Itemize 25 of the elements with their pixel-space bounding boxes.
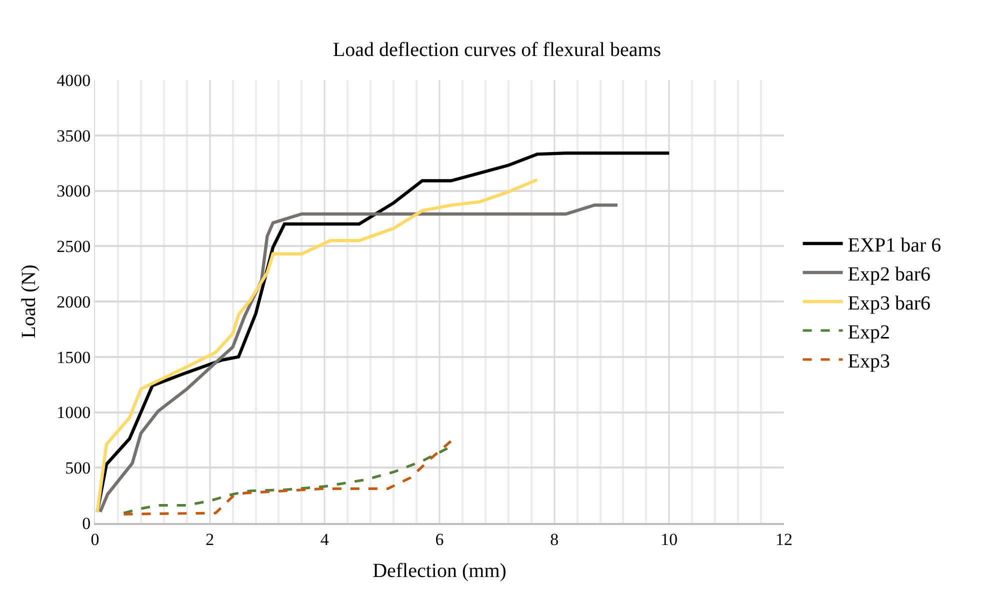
x-axis-title: Deflection (mm) <box>372 560 506 582</box>
y-tick-label: 500 <box>65 458 91 478</box>
y-tick-label: 2000 <box>56 292 91 312</box>
y-tick-label: 2500 <box>56 237 91 256</box>
legend-label: EXP1 bar 6 <box>848 234 942 256</box>
x-tick-label: 10 <box>660 530 678 550</box>
legend-label: Exp2 bar6 <box>848 263 931 286</box>
x-tick-label: 6 <box>435 530 444 550</box>
line-series <box>98 204 620 514</box>
y-tick-label: 0 <box>82 514 91 533</box>
line-series <box>96 178 539 514</box>
x-tick-label: 4 <box>320 530 330 550</box>
chart-title: Load deflection curves of flexural beams <box>332 38 662 61</box>
y-axis-title: Load (N) <box>18 264 40 338</box>
y-tick-label: 4000 <box>56 70 91 90</box>
y-tick-label: 1000 <box>56 403 91 422</box>
y-tick-label: 1500 <box>56 348 91 367</box>
y-tick-label: 3000 <box>56 182 91 201</box>
legend-label: Exp3 bar6 <box>848 292 931 314</box>
y-tick-label: 3500 <box>56 126 91 146</box>
legend-label: Exp2 <box>848 321 890 344</box>
x-tick-label: 8 <box>550 530 559 550</box>
x-tick-label: 2 <box>206 530 214 550</box>
legend-label: Exp3 <box>848 350 890 372</box>
x-tick-label: 12 <box>776 530 792 550</box>
